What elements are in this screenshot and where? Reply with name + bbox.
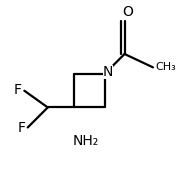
- Text: NH₂: NH₂: [73, 134, 99, 148]
- Text: F: F: [14, 83, 22, 97]
- Text: O: O: [122, 5, 133, 19]
- Text: N: N: [103, 65, 113, 79]
- Text: CH₃: CH₃: [155, 62, 176, 72]
- Text: F: F: [17, 121, 25, 135]
